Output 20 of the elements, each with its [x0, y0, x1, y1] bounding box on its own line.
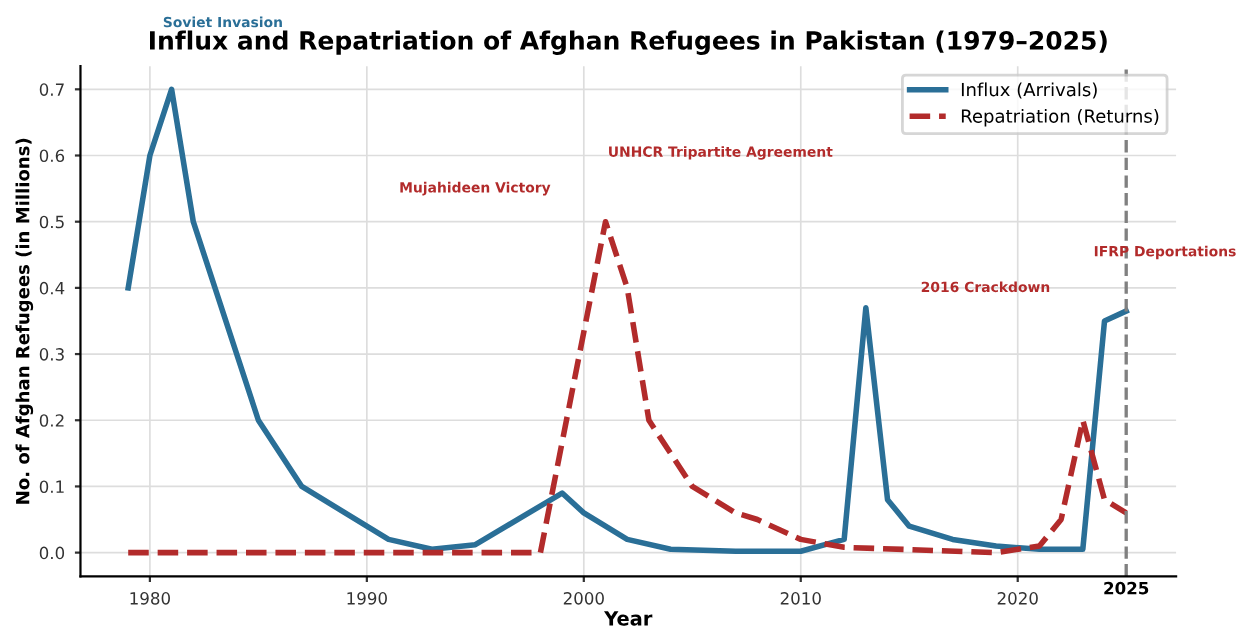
- x-tick-label: 2020: [997, 592, 1038, 605]
- y-tick-label: 0.5: [39, 215, 64, 229]
- x-tick-label: 2010: [780, 592, 821, 605]
- y-tick-label: 0.1: [39, 480, 64, 493]
- ref-line-label: 2025: [1104, 581, 1149, 595]
- y-tick-label: 0.7: [39, 83, 64, 96]
- x-tick-label: 1990: [347, 592, 387, 605]
- y-tick-label: 0.2: [39, 414, 64, 427]
- line-series: [125, 218, 1129, 556]
- x-tick-label: 2000: [563, 592, 604, 605]
- x-tick-label: 1980: [130, 592, 170, 605]
- chart-title: Influx and Repatriation of Afghan Refugees in Pakistan (1979–2025): [150, 30, 1107, 55]
- y-axis-title: No. of Afghan Refugees (in Millions): [15, 138, 34, 504]
- y-tick-label: 0.3: [39, 348, 64, 361]
- legend-label: Repatriation (Returns): [961, 108, 1159, 127]
- legend-label: Influx (Arrivals): [961, 82, 1097, 99]
- y-tick-label: 0.0: [39, 546, 65, 560]
- x-axis-title: Year: [603, 611, 653, 626]
- y-tick-label: 0.4: [39, 281, 65, 295]
- y-tick-label: 0.6: [39, 149, 65, 163]
